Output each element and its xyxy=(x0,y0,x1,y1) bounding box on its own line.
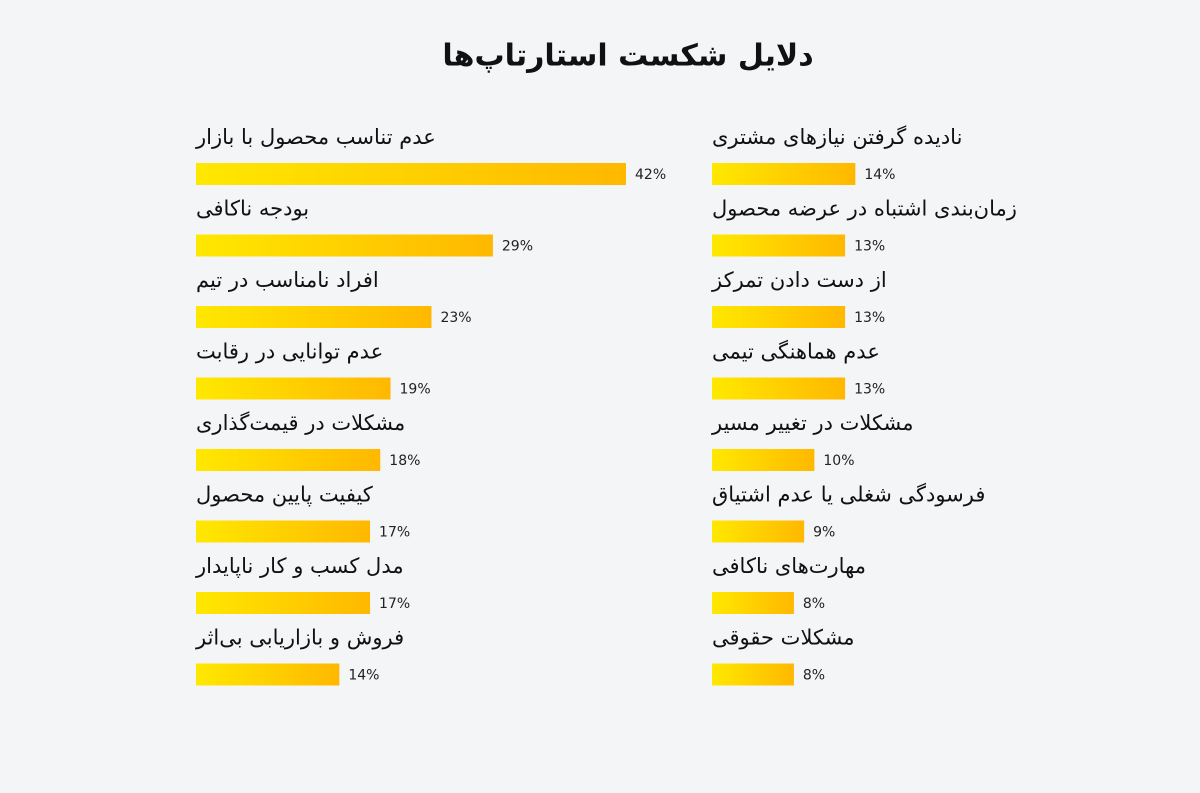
category-label: کیفیت پایین محصول xyxy=(196,483,373,507)
category-label: افراد نامناسب در تیم xyxy=(196,268,379,293)
bar xyxy=(196,592,371,614)
bar xyxy=(712,234,846,257)
value-label: 18% xyxy=(389,453,420,469)
chart-title: دلایل شکست استارتاپ‌ها xyxy=(442,39,813,74)
bar xyxy=(712,163,856,185)
category-label: عدم هماهنگی تیمی xyxy=(712,340,880,364)
bar xyxy=(196,234,493,257)
value-label: 14% xyxy=(348,668,379,684)
value-label: 13% xyxy=(854,382,885,398)
category-label: فروش و بازاریابی بی‌اثر xyxy=(195,626,404,650)
category-label: عدم توانایی در رقابت xyxy=(196,340,383,364)
bar xyxy=(196,449,381,471)
value-label: 14% xyxy=(864,167,895,183)
value-label: 17% xyxy=(379,596,410,612)
category-label: مهارت‌های ناکافی xyxy=(712,554,866,578)
bar xyxy=(712,592,794,614)
value-label: 42% xyxy=(635,167,666,183)
value-label: 29% xyxy=(502,239,533,255)
category-label: مشکلات در قیمت‌گذاری xyxy=(196,411,405,435)
category-label: مشکلات حقوقی xyxy=(712,626,855,650)
bar xyxy=(712,520,805,543)
category-label: مدل کسب و کار ناپایدار xyxy=(195,554,404,578)
category-label: فرسودگی شغلی یا عدم اشتیاق xyxy=(712,483,985,507)
bar xyxy=(196,377,391,400)
bar xyxy=(712,663,794,686)
bar xyxy=(712,377,846,400)
category-label: از دست دادن تمرکز xyxy=(711,268,887,292)
bar xyxy=(196,663,340,686)
value-label: 9% xyxy=(813,525,835,541)
bar xyxy=(196,163,626,185)
value-label: 8% xyxy=(803,668,825,684)
value-label: 19% xyxy=(400,382,431,398)
category-label: عدم تناسب محصول با بازار xyxy=(195,125,436,149)
value-label: 8% xyxy=(803,596,825,612)
bar xyxy=(196,306,432,328)
bar xyxy=(712,449,815,471)
bar xyxy=(712,306,846,328)
category-label: نادیده گرفتن نیازهای مشتری xyxy=(712,125,962,149)
category-label: بودجه ناکافی xyxy=(196,197,309,221)
value-label: 10% xyxy=(823,453,854,469)
value-label: 13% xyxy=(854,239,885,255)
category-label: زمان‌بندی اشتباه در عرضه محصول xyxy=(712,197,1017,221)
value-label: 17% xyxy=(379,525,410,541)
category-label: مشکلات در تغییر مسیر xyxy=(711,411,914,435)
value-label: 13% xyxy=(854,310,885,326)
bar xyxy=(196,520,371,543)
value-label: 23% xyxy=(440,310,471,326)
